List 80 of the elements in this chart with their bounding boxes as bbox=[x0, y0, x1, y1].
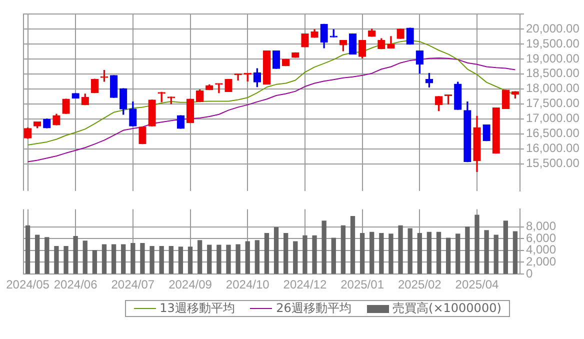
x-tick-label: 2024/12 bbox=[283, 278, 327, 292]
bar bbox=[35, 234, 40, 274]
y-tick-label: 18,500.00 bbox=[526, 66, 580, 80]
bar bbox=[111, 244, 116, 274]
bar bbox=[130, 243, 136, 274]
y-tick-label: 6,000 bbox=[526, 230, 556, 245]
bar bbox=[82, 240, 88, 274]
bar bbox=[102, 244, 107, 274]
bar bbox=[331, 238, 336, 274]
bar bbox=[121, 244, 126, 274]
bar bbox=[216, 244, 222, 274]
y-tick-label: 20,000.00 bbox=[526, 21, 580, 36]
bar bbox=[388, 234, 394, 274]
y-tick-label: 17,000.00 bbox=[526, 111, 580, 126]
bar bbox=[512, 231, 518, 274]
bar bbox=[226, 244, 231, 274]
bar bbox=[188, 246, 193, 274]
bar bbox=[92, 250, 98, 274]
bar bbox=[302, 235, 308, 274]
bar bbox=[44, 237, 50, 274]
bar bbox=[159, 246, 164, 274]
y-tick-label: 17,500.00 bbox=[526, 96, 580, 110]
bar bbox=[73, 236, 78, 274]
y-tick-label: 18,000.00 bbox=[526, 81, 580, 96]
y-tick-label: 15,500.00 bbox=[526, 156, 580, 170]
bar bbox=[207, 244, 212, 274]
y-tick-label: 0 bbox=[526, 266, 533, 280]
bar bbox=[284, 233, 288, 274]
y-tick-label: 8,000 bbox=[526, 219, 556, 234]
bar bbox=[236, 244, 240, 274]
x-tick-label: 2024/07 bbox=[111, 278, 155, 292]
bar bbox=[322, 220, 326, 274]
bar bbox=[64, 246, 68, 274]
bar bbox=[25, 225, 30, 274]
y-tick-label: 16,000.00 bbox=[526, 141, 580, 156]
bar bbox=[379, 233, 384, 274]
bar bbox=[54, 246, 59, 274]
bar bbox=[446, 238, 451, 274]
x-tick-label: 2025/04 bbox=[455, 278, 499, 292]
bar bbox=[474, 214, 480, 274]
bar bbox=[312, 235, 317, 274]
bar bbox=[274, 227, 279, 274]
bar bbox=[350, 216, 356, 274]
y-tick-label: 19,500.00 bbox=[526, 36, 580, 50]
bar bbox=[264, 233, 270, 274]
bar bbox=[456, 234, 460, 274]
bar bbox=[426, 232, 432, 274]
bar bbox=[436, 232, 442, 274]
bar bbox=[150, 246, 154, 274]
bar bbox=[494, 234, 498, 274]
bar bbox=[197, 240, 202, 274]
y-tick-label: 16,500.00 bbox=[526, 126, 580, 140]
bar bbox=[370, 232, 374, 274]
x-tick-label: 2024/06 bbox=[54, 278, 98, 292]
bar bbox=[465, 226, 470, 274]
bar bbox=[168, 246, 174, 274]
legend-label: 13週移動平均 bbox=[160, 300, 235, 317]
y-tick-label: 4,000 bbox=[526, 242, 556, 257]
bar bbox=[340, 225, 346, 274]
bar bbox=[417, 233, 422, 274]
bar bbox=[360, 233, 365, 274]
y-tick-label: 2,000 bbox=[526, 254, 556, 269]
bar bbox=[140, 243, 145, 274]
bar bbox=[245, 241, 250, 274]
candlestick bbox=[215, 83, 223, 94]
bar bbox=[408, 228, 412, 274]
bar bbox=[484, 230, 489, 274]
bar bbox=[398, 225, 403, 274]
bar bbox=[254, 240, 260, 274]
bar bbox=[178, 246, 184, 274]
x-tick-label: 2024/09 bbox=[168, 278, 212, 292]
x-tick-label: 2024/10 bbox=[226, 278, 270, 292]
legend-label: 売買高(×1000000) bbox=[392, 300, 502, 317]
x-tick-label: 2024/05 bbox=[6, 278, 50, 292]
x-tick-label: 2025/02 bbox=[398, 278, 442, 292]
x-tick-label: 2025/01 bbox=[340, 278, 384, 292]
bar bbox=[293, 241, 298, 274]
y-tick-label: 19,000.00 bbox=[526, 51, 580, 66]
legend-label: 26週移動平均 bbox=[276, 300, 352, 317]
bar bbox=[503, 220, 508, 274]
